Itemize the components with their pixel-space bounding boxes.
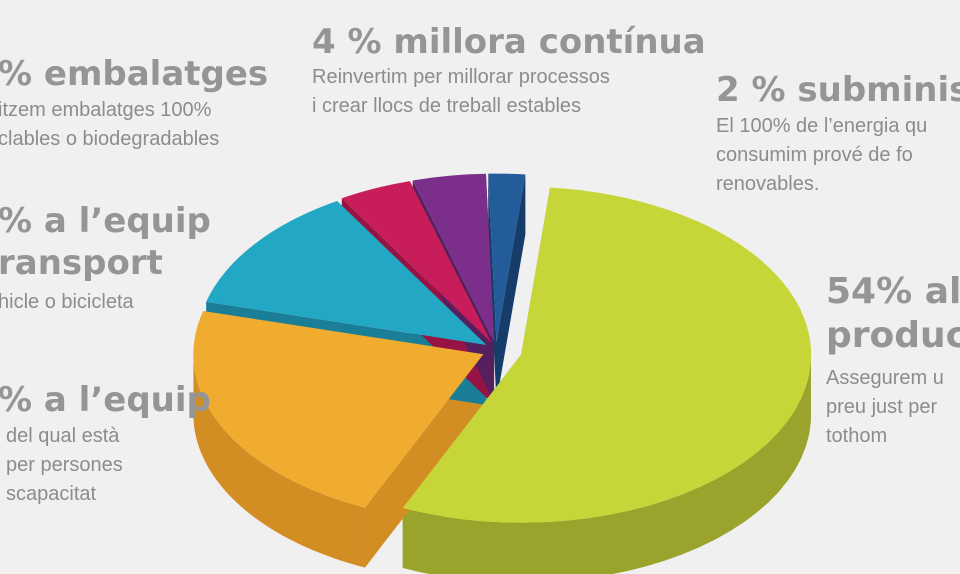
embalatges-title: % embalatges: [0, 54, 269, 94]
subministrament-block: 2 % subminis El 100% de l’energia qu con…: [716, 70, 960, 199]
millora-title: 4 % millora contínua: [312, 22, 706, 62]
equip-line-1: del qual està: [6, 425, 120, 447]
millora-block: 4 % millora contínua Reinvertim per mill…: [312, 22, 706, 121]
equip-block: % a l’equip del qual està per persones s…: [0, 380, 211, 509]
pie-slice-2-subministrament: [488, 173, 526, 342]
subministrament-title: 2 % subminis: [716, 70, 960, 110]
pie-slice-embalatges: [341, 181, 492, 343]
transport-title-1: % a l’equip: [0, 201, 211, 241]
pie-slice-wall-54-als-productors: [402, 349, 812, 574]
pie-slice-wall-a-l-equip: [193, 349, 365, 568]
productors-line-1: Assegurem u: [826, 367, 944, 389]
equip-title: % a l’equip: [0, 380, 211, 420]
subministrament-line-2: consumim prové de fo: [716, 144, 913, 166]
pie-slice-54-als-productors: [402, 187, 812, 523]
productors-title-2: product: [826, 315, 960, 356]
pie-slice-a-l-equip-de-transport: [206, 200, 487, 345]
pie-tops: [193, 173, 812, 523]
productors-line-2: preu just per: [826, 396, 938, 418]
equip-line-2: per persones: [6, 454, 123, 476]
pie-slice-4-millora-cont-nua: [412, 173, 495, 342]
equip-line-3: scapacitat: [6, 483, 97, 505]
transport-line-1: hicle o bicicleta: [0, 291, 134, 313]
pie-slice-edge-2-subministrament: [488, 173, 526, 402]
millora-line-2: i crear llocs de treball estables: [312, 95, 582, 117]
millora-line-1: Reinvertim per millorar processos: [312, 66, 610, 88]
embalatges-line-1: itzem embalatges 100%: [0, 99, 212, 121]
transport-block: % a l’equip ransport hicle o bicicleta: [0, 200, 211, 317]
pie-slice-a-l-equip: [193, 310, 484, 508]
productors-block: 54% als product Assegurem u preu just pe…: [826, 270, 960, 451]
productors-line-3: tothom: [826, 425, 888, 447]
transport-title-2: ransport: [0, 243, 163, 283]
subministrament-line-1: El 100% de l’energia qu: [716, 115, 928, 137]
subministrament-line-3: renovables.: [716, 173, 820, 195]
productors-title-1: 54% als: [826, 271, 960, 312]
embalatges-block: % embalatges itzem embalatges 100% clabl…: [0, 54, 268, 154]
embalatges-line-2: clables o biodegradables: [0, 128, 220, 150]
